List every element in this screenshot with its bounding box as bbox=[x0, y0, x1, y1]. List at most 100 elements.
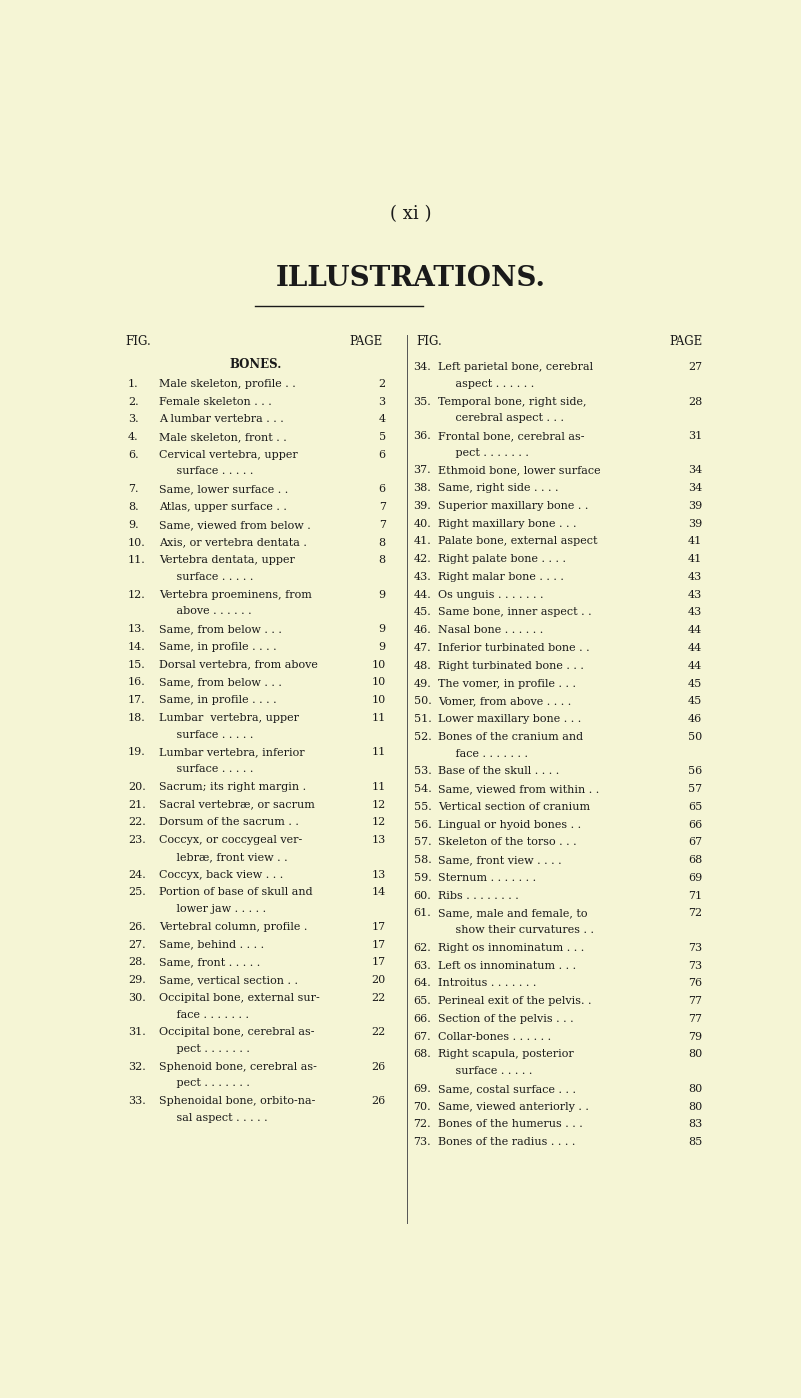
Text: Same, costal surface . . .: Same, costal surface . . . bbox=[438, 1083, 577, 1093]
Text: FIG.: FIG. bbox=[125, 334, 151, 348]
Text: 2: 2 bbox=[379, 379, 386, 389]
Text: 80: 80 bbox=[688, 1083, 702, 1093]
Text: 59.: 59. bbox=[413, 872, 432, 884]
Text: Bones of the cranium and: Bones of the cranium and bbox=[438, 731, 584, 742]
Text: 47.: 47. bbox=[413, 643, 431, 653]
Text: Same, front . . . . .: Same, front . . . . . bbox=[159, 958, 260, 967]
Text: 41: 41 bbox=[688, 554, 702, 565]
Text: 12: 12 bbox=[372, 800, 386, 809]
Text: Right os innominatum . . .: Right os innominatum . . . bbox=[438, 942, 585, 953]
Text: surface . . . . .: surface . . . . . bbox=[438, 1067, 533, 1076]
Text: 31: 31 bbox=[688, 431, 702, 440]
Text: 80: 80 bbox=[688, 1102, 702, 1111]
Text: 85: 85 bbox=[688, 1137, 702, 1148]
Text: 32.: 32. bbox=[128, 1061, 146, 1072]
Text: 10: 10 bbox=[372, 660, 386, 670]
Text: 21.: 21. bbox=[128, 800, 146, 809]
Text: 27: 27 bbox=[688, 362, 702, 372]
Text: Left os innominatum . . .: Left os innominatum . . . bbox=[438, 960, 577, 970]
Text: Same, from below . . .: Same, from below . . . bbox=[159, 678, 282, 688]
Text: Dorsal vertebra, from above: Dorsal vertebra, from above bbox=[159, 660, 318, 670]
Text: 10: 10 bbox=[372, 678, 386, 688]
Text: 17.: 17. bbox=[128, 695, 146, 705]
Text: 20: 20 bbox=[372, 974, 386, 986]
Text: Superior maxillary bone . .: Superior maxillary bone . . bbox=[438, 500, 589, 510]
Text: 7.: 7. bbox=[128, 484, 139, 495]
Text: Perineal exit of the pelvis. .: Perineal exit of the pelvis. . bbox=[438, 997, 592, 1007]
Text: pect . . . . . . .: pect . . . . . . . bbox=[159, 1044, 250, 1054]
Text: 56.: 56. bbox=[413, 819, 432, 829]
Text: Same, viewed anteriorly . .: Same, viewed anteriorly . . bbox=[438, 1102, 590, 1111]
Text: Skeleton of the torso . . .: Skeleton of the torso . . . bbox=[438, 837, 577, 847]
Text: 8.: 8. bbox=[128, 502, 139, 512]
Text: 10.: 10. bbox=[128, 537, 146, 548]
Text: PAGE: PAGE bbox=[349, 334, 383, 348]
Text: 46.: 46. bbox=[413, 625, 432, 635]
Text: above . . . . . .: above . . . . . . bbox=[159, 607, 252, 617]
Text: 71: 71 bbox=[688, 891, 702, 900]
Text: 14: 14 bbox=[372, 888, 386, 898]
Text: Same, vertical section . .: Same, vertical section . . bbox=[159, 974, 298, 986]
Text: 44.: 44. bbox=[413, 590, 432, 600]
Text: FIG.: FIG. bbox=[417, 334, 442, 348]
Text: 35.: 35. bbox=[413, 397, 432, 407]
Text: 33.: 33. bbox=[128, 1096, 146, 1106]
Text: 34: 34 bbox=[688, 484, 702, 493]
Text: A lumbar vertebra . . .: A lumbar vertebra . . . bbox=[159, 414, 284, 424]
Text: 57.: 57. bbox=[413, 837, 431, 847]
Text: 43.: 43. bbox=[413, 572, 432, 582]
Text: 13: 13 bbox=[372, 835, 386, 846]
Text: 45.: 45. bbox=[413, 608, 432, 618]
Text: 28.: 28. bbox=[128, 958, 146, 967]
Text: 54.: 54. bbox=[413, 784, 432, 794]
Text: Sacral vertebræ, or sacrum: Sacral vertebræ, or sacrum bbox=[159, 800, 315, 809]
Text: 76: 76 bbox=[688, 979, 702, 988]
Text: Bones of the radius . . . .: Bones of the radius . . . . bbox=[438, 1137, 576, 1148]
Text: Lingual or hyoid bones . .: Lingual or hyoid bones . . bbox=[438, 819, 582, 829]
Text: 60.: 60. bbox=[413, 891, 432, 900]
Text: surface . . . . .: surface . . . . . bbox=[159, 467, 253, 477]
Text: Male skeleton, profile . .: Male skeleton, profile . . bbox=[159, 379, 296, 389]
Text: Os unguis . . . . . . .: Os unguis . . . . . . . bbox=[438, 590, 544, 600]
Text: Same, viewed from below .: Same, viewed from below . bbox=[159, 520, 311, 530]
Text: 67: 67 bbox=[688, 837, 702, 847]
Text: 64.: 64. bbox=[413, 979, 432, 988]
Text: 39.: 39. bbox=[413, 500, 432, 510]
Text: 53.: 53. bbox=[413, 766, 432, 776]
Text: 43: 43 bbox=[688, 590, 702, 600]
Text: Same, lower surface . .: Same, lower surface . . bbox=[159, 484, 288, 495]
Text: 68: 68 bbox=[688, 856, 702, 865]
Text: Atlas, upper surface . .: Atlas, upper surface . . bbox=[159, 502, 287, 512]
Text: 69: 69 bbox=[688, 872, 702, 884]
Text: 11: 11 bbox=[372, 748, 386, 758]
Text: 61.: 61. bbox=[413, 909, 432, 918]
Text: 73: 73 bbox=[688, 942, 702, 953]
Text: 50: 50 bbox=[688, 731, 702, 742]
Text: 12.: 12. bbox=[128, 590, 146, 600]
Text: 55.: 55. bbox=[413, 802, 432, 812]
Text: Vertebra dentata, upper: Vertebra dentata, upper bbox=[159, 555, 295, 565]
Text: sal aspect . . . . .: sal aspect . . . . . bbox=[159, 1113, 268, 1123]
Text: Left parietal bone, cerebral: Left parietal bone, cerebral bbox=[438, 362, 594, 372]
Text: 42.: 42. bbox=[413, 554, 432, 565]
Text: 13: 13 bbox=[372, 870, 386, 879]
Text: Same, right side . . . .: Same, right side . . . . bbox=[438, 484, 559, 493]
Text: 11: 11 bbox=[372, 713, 386, 723]
Text: 72.: 72. bbox=[413, 1120, 431, 1130]
Text: 9: 9 bbox=[379, 642, 386, 651]
Text: surface . . . . .: surface . . . . . bbox=[159, 730, 253, 740]
Text: 41: 41 bbox=[688, 537, 702, 547]
Text: Nasal bone . . . . . .: Nasal bone . . . . . . bbox=[438, 625, 544, 635]
Text: 17: 17 bbox=[372, 939, 386, 949]
Text: Coccyx, back view . . .: Coccyx, back view . . . bbox=[159, 870, 284, 879]
Text: 83: 83 bbox=[688, 1120, 702, 1130]
Text: 3.: 3. bbox=[128, 414, 139, 424]
Text: 36.: 36. bbox=[413, 431, 432, 440]
Text: 52.: 52. bbox=[413, 731, 432, 742]
Text: Vertebral column, profile .: Vertebral column, profile . bbox=[159, 921, 308, 932]
Text: 48.: 48. bbox=[413, 661, 432, 671]
Text: Portion of base of skull and: Portion of base of skull and bbox=[159, 888, 312, 898]
Text: Sacrum; its right margin .: Sacrum; its right margin . bbox=[159, 781, 306, 791]
Text: 68.: 68. bbox=[413, 1050, 432, 1060]
Text: 57: 57 bbox=[688, 784, 702, 794]
